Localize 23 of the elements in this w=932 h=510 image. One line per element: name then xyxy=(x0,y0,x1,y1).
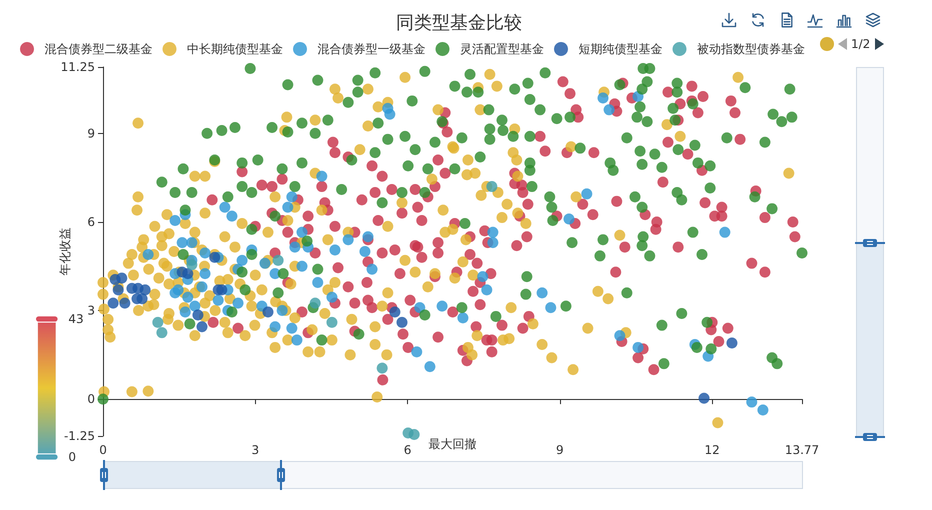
x-tick-label: 12 xyxy=(704,443,720,457)
x-tick-label: 3 xyxy=(251,443,260,457)
x-tick-label: 13.77 xyxy=(784,443,820,457)
legend-label: 中长期纯债型基金 xyxy=(187,42,283,56)
y-tick-label: -1.25 xyxy=(64,429,95,443)
y-axis-title: 年化收益 xyxy=(58,228,72,276)
x-tick-label: 6 xyxy=(404,443,412,457)
legend-label: 混合债券型二级基金 xyxy=(44,42,152,56)
legend-label: 灵活配置型基金 xyxy=(460,42,544,56)
chart-title: 同类型基金比较 xyxy=(396,12,522,34)
legend-label: 混合债券型一级基金 xyxy=(318,42,426,56)
y-tick-label: 9 xyxy=(87,126,95,140)
y-tick-label: 11.25 xyxy=(60,60,95,74)
x-tick-label: 9 xyxy=(556,443,564,457)
x-axis-title: 最大回撤 xyxy=(428,437,476,451)
color-bar-label: 43 xyxy=(68,312,84,326)
y-tick-label: 0 xyxy=(87,392,95,406)
legend-label: 短期纯债型基金 xyxy=(578,42,662,56)
text: 1/2 xyxy=(851,36,870,52)
y-tick-label: 6 xyxy=(87,214,95,229)
x-tick-label: 0 xyxy=(99,443,107,457)
y-tick-label: 3 xyxy=(87,304,95,318)
legend-label: 被动指数型债券基金 xyxy=(697,42,805,56)
